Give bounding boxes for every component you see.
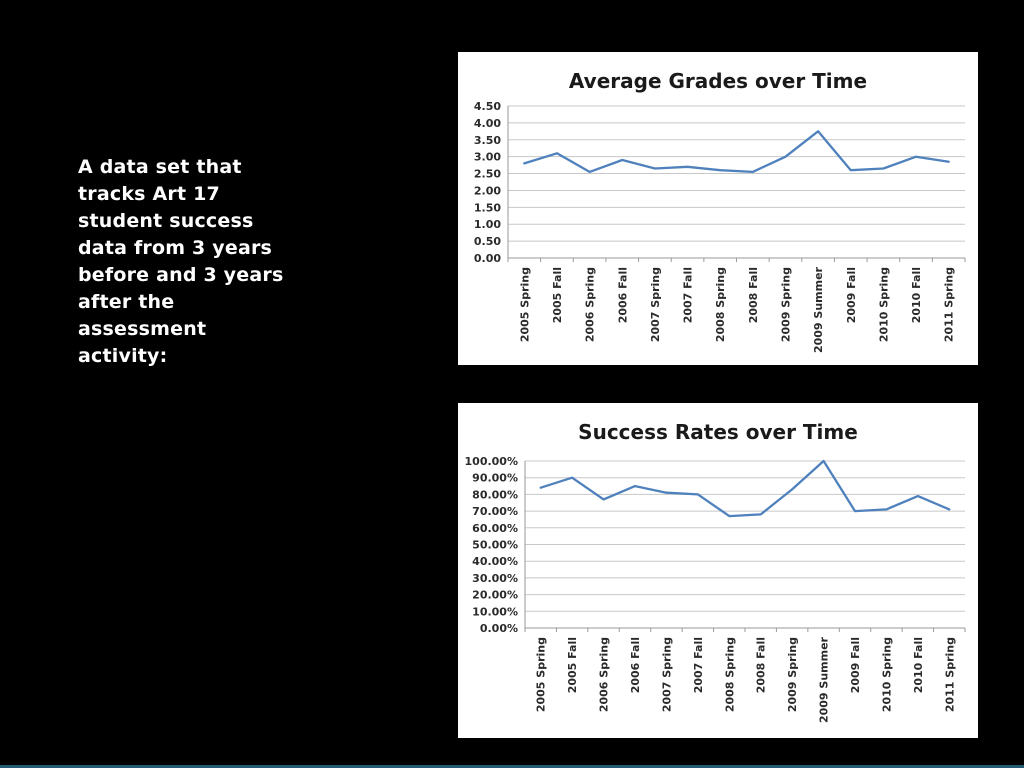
x-tick-label: 2011 Spring bbox=[943, 267, 956, 342]
y-tick-label: 0.50 bbox=[474, 235, 501, 248]
grades-chart-panel: Average Grades over Time 0.00 0.50 1.00 1.50… bbox=[458, 52, 978, 365]
x-tick-label: 2009 Fall bbox=[849, 637, 862, 693]
x-tick-label: 2009 Spring bbox=[786, 637, 799, 712]
slide-footer-accent-bar bbox=[0, 765, 1024, 768]
y-tick-label: 20.00% bbox=[472, 589, 518, 602]
x-tick-label: 2010 Spring bbox=[880, 637, 893, 712]
x-tick-label: 2006 Fall bbox=[629, 637, 642, 693]
x-tick-label: 2009 Spring bbox=[779, 267, 792, 342]
x-tick-label: 2005 Spring bbox=[535, 637, 548, 712]
x-tick-label: 2005 Fall bbox=[551, 267, 564, 323]
x-tick-label: 2005 Fall bbox=[566, 637, 579, 693]
y-tick-label: 60.00% bbox=[472, 522, 518, 535]
y-tick-label: 30.00% bbox=[472, 572, 518, 585]
y-tick-label: 70.00% bbox=[472, 505, 518, 518]
x-tick-label: 2009 Summer bbox=[818, 636, 831, 723]
x-tick-label: 2008 Fall bbox=[747, 267, 760, 323]
x-tick-label: 2006 Spring bbox=[584, 267, 597, 342]
x-tick-label: 2008 Spring bbox=[723, 637, 736, 712]
y-tick-label: 2.00 bbox=[474, 184, 501, 197]
y-tick-label: 50.00% bbox=[472, 539, 518, 552]
grades-line-chart: Average Grades over Time 0.00 0.50 1.00 1.50… bbox=[474, 69, 966, 353]
x-tick-label: 2010 Fall bbox=[910, 267, 923, 323]
chart-title: Average Grades over Time bbox=[569, 69, 867, 93]
data-line bbox=[523, 130, 950, 174]
success-rates-chart-panel: Success Rates over Time 0.00% 10.00% 20.00%… bbox=[458, 403, 978, 738]
y-tick-label: 80.00% bbox=[472, 488, 518, 501]
y-tick-label: 3.50 bbox=[474, 134, 501, 147]
y-tick-label: 100.00% bbox=[465, 455, 518, 468]
x-tick-label: 2006 Spring bbox=[598, 637, 611, 712]
x-tick-label: 2009 Fall bbox=[845, 267, 858, 323]
x-tick-label: 2007 Spring bbox=[649, 267, 662, 342]
x-tick-label: 2008 Fall bbox=[755, 637, 768, 693]
y-tick-label: 1.50 bbox=[474, 201, 501, 214]
x-tick-label: 2008 Spring bbox=[714, 267, 727, 342]
y-tick-label: 40.00% bbox=[472, 555, 518, 568]
slide-caption: A data set that tracks Art 17 student su… bbox=[78, 156, 284, 367]
y-tick-label: 2.50 bbox=[474, 168, 501, 181]
success-rates-line-chart: Success Rates over Time 0.00% 10.00% 20.00%… bbox=[465, 420, 966, 723]
x-tick-label: 2006 Fall bbox=[616, 267, 629, 323]
x-tick-label: 2010 Fall bbox=[912, 637, 925, 693]
y-tick-label: 0.00% bbox=[480, 622, 518, 635]
y-tick-label: 0.00 bbox=[474, 252, 501, 265]
y-tick-label: 4.00 bbox=[474, 117, 501, 130]
y-tick-label: 90.00% bbox=[472, 472, 518, 485]
x-tick-label: 2007 Fall bbox=[692, 637, 705, 693]
x-tick-label: 2005 Spring bbox=[518, 267, 531, 342]
y-tick-label: 10.00% bbox=[472, 605, 518, 618]
x-tick-label: 2010 Spring bbox=[877, 267, 890, 342]
y-tick-label: 4.50 bbox=[474, 100, 501, 113]
chart-title: Success Rates over Time bbox=[578, 420, 858, 444]
x-tick-label: 2007 Spring bbox=[660, 637, 673, 712]
x-tick-label: 2009 Summer bbox=[812, 266, 825, 353]
x-tick-label: 2007 Fall bbox=[682, 267, 695, 323]
x-tick-label: 2011 Spring bbox=[943, 637, 956, 712]
y-tick-label: 1.00 bbox=[474, 218, 501, 231]
data-line bbox=[539, 459, 951, 518]
y-tick-label: 3.00 bbox=[474, 151, 501, 164]
